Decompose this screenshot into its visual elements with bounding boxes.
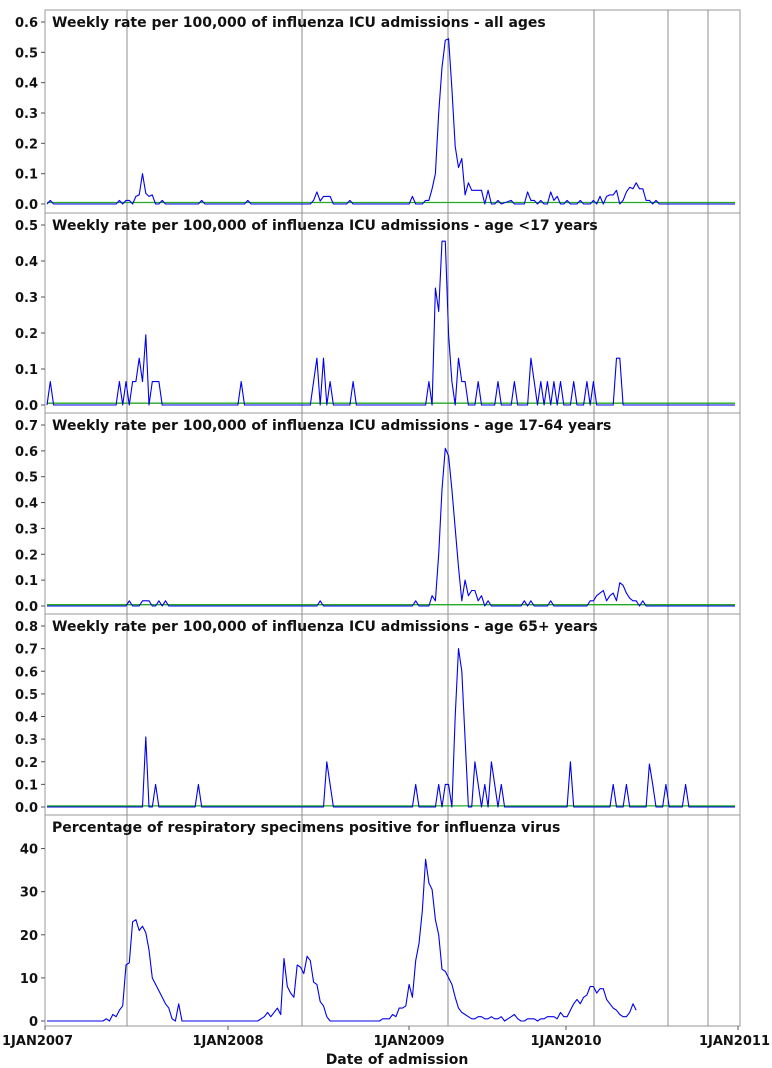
y-tick-label: 0.5 [15, 688, 38, 703]
y-tick-label: 0.1 [15, 168, 38, 183]
panel-title: Weekly rate per 100,000 of influenza ICU… [52, 418, 611, 434]
y-tick-label: 0.5 [15, 471, 38, 486]
y-tick-label: 0.3 [15, 291, 38, 306]
y-tick-label: 0.2 [15, 327, 38, 342]
y-tick-label: 0.4 [15, 77, 38, 92]
x-axis-label: Date of admission [326, 1052, 469, 1068]
y-tick-label: 0.2 [15, 756, 38, 771]
x-axis: 1JAN2007 1JAN2008 1JAN2009 1JAN2010 1JAN2011 [2, 1026, 770, 1049]
y-tick-label: 0.0 [15, 399, 38, 414]
y-tick-label: 0.3 [15, 522, 38, 537]
y-tick-label: 0.2 [15, 137, 38, 152]
panel-title: Weekly rate per 100,000 of influenza ICU… [52, 218, 598, 234]
y-tick-label: 0.8 [15, 620, 38, 635]
y-tick-label: 0.4 [15, 255, 38, 270]
panel-4: 0.0 0.1 0.2 0.3 0.4 0.5 0.6 0.7 0.8 Weekly rate p… [15, 613, 741, 816]
y-tick-label: 0.6 [15, 665, 38, 680]
chart-panels: 0.0 0.1 0.2 0.3 0.4 0.5 0.6 Weekly rate per 100… [15, 9, 741, 1030]
panel-frame [44, 613, 741, 816]
x-tick-label: 1JAN2007 [2, 1034, 73, 1049]
y-tick-label: 0.5 [15, 46, 38, 61]
panel-5: 0 10 20 30 40 Percentage of respiratory speci… [20, 814, 741, 1030]
y-tick-label: 0.4 [15, 497, 38, 512]
observed-series [46, 240, 735, 406]
y-tick-label: 0.2 [15, 548, 38, 563]
y-tick-label: 0.6 [15, 445, 38, 460]
x-tick-label: 1JAN2009 [373, 1034, 444, 1049]
observed-series [46, 38, 735, 205]
y-tick-label: 0.5 [15, 219, 38, 234]
y-tick-label: 40 [20, 843, 38, 858]
y-tick-label: 0.1 [15, 363, 38, 378]
panel-frame [44, 212, 741, 414]
y-tick-label: 0.1 [15, 778, 38, 793]
y-tick-label: 0.4 [15, 711, 38, 726]
panel-2: 0.0 0.1 0.2 0.3 0.4 0.5 Weekly rate per 100,00… [15, 212, 741, 414]
panel-title: Weekly rate per 100,000 of influenza ICU… [52, 15, 546, 31]
panel-3: 0.0 0.1 0.2 0.3 0.4 0.5 0.6 0.7 Weekly rate per … [15, 412, 741, 615]
panel-title: Weekly rate per 100,000 of influenza ICU… [52, 619, 598, 635]
panel-frame [44, 814, 741, 1027]
y-tick-label: 10 [20, 972, 38, 987]
y-tick-label: 0 [29, 1015, 38, 1030]
y-tick-label: 0.1 [15, 574, 38, 589]
y-tick-label: 20 [20, 929, 38, 944]
panel-1: 0.0 0.1 0.2 0.3 0.4 0.5 0.6 Weekly rate per 100… [15, 9, 741, 214]
panel-frame [44, 9, 741, 214]
y-tick-label: 0.3 [15, 733, 38, 748]
x-tick-label: 1JAN2010 [530, 1034, 601, 1049]
x-tick-label: 1JAN2008 [192, 1034, 263, 1049]
y-tick-label: 0.0 [15, 801, 38, 816]
y-tick-label: 0.7 [15, 643, 38, 658]
observed-series [47, 447, 735, 607]
y-tick-label: 0.3 [15, 107, 38, 122]
panel-title: Percentage of respiratory specimens posi… [52, 820, 560, 836]
y-tick-label: 0.0 [15, 600, 38, 615]
y-tick-label: 0.7 [15, 419, 38, 434]
y-tick-label: 0.6 [15, 16, 38, 31]
x-tick-label: 1JAN2011 [699, 1034, 770, 1049]
y-tick-label: 0.0 [15, 198, 38, 213]
panel-frame [44, 412, 741, 615]
observed-series [47, 858, 637, 1022]
observed-series [47, 648, 735, 808]
y-tick-label: 30 [20, 886, 38, 901]
